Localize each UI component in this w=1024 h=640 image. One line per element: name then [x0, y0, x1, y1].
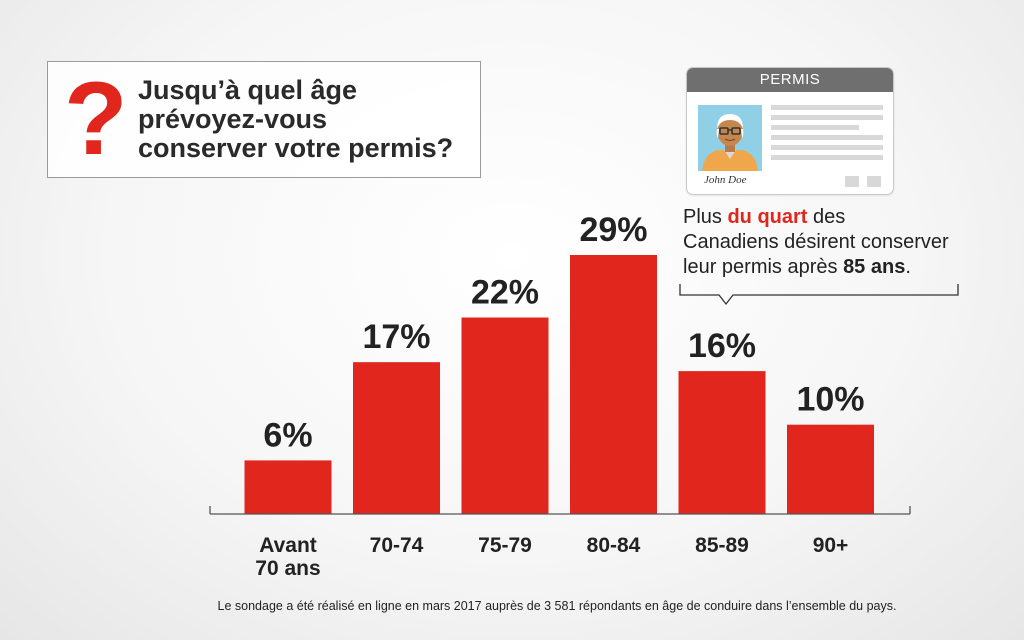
license-card: PERMIS John Doe — [686, 67, 894, 195]
question-mark-icon: ? — [64, 61, 128, 177]
category-label-0: Avant 70 ans — [255, 534, 320, 580]
footnote: Le sondage a été réalisé en ligne en mar… — [217, 599, 897, 613]
license-name: John Doe — [704, 174, 747, 186]
callout-line-2: Canadiens désirent conserver — [683, 231, 949, 253]
category-label-5: 90+ — [813, 534, 849, 557]
question-line-3: conserver votre permis? — [138, 133, 454, 163]
category-label-2: 75-79 — [478, 534, 532, 557]
bar-value-label-5: 10% — [796, 381, 864, 419]
callout-text: Plus du quart des Canadiens désirent con… — [683, 205, 983, 280]
bar-1 — [353, 362, 440, 514]
callout-bold-age: 85 ans — [843, 256, 906, 278]
bar-value-label-3: 29% — [579, 211, 647, 249]
license-box-2 — [867, 176, 881, 187]
callout-bracket — [679, 284, 959, 306]
callout-line-1: Plus du quart des — [683, 206, 846, 228]
question-line-2: prévoyez-vous — [138, 104, 328, 134]
bar-5 — [787, 424, 874, 514]
question-box: ? Jusqu’à quel âge prévoyez-vous conserv… — [47, 61, 481, 178]
bar-2 — [461, 317, 549, 514]
bar-4 — [678, 371, 766, 514]
question-line-1: Jusqu’à quel âge — [138, 75, 358, 105]
bar-value-label-4: 16% — [688, 327, 756, 365]
license-text-lines — [771, 105, 883, 165]
bar-0 — [244, 460, 332, 514]
callout-line-3: leur permis après 85 ans. — [683, 256, 911, 278]
category-label-3: 80-84 — [587, 534, 641, 557]
question-title: Jusqu’à quel âge prévoyez-vous conserver… — [138, 76, 473, 163]
license-box-1 — [845, 176, 859, 187]
category-label-1: 70-74 — [370, 534, 424, 557]
bar-value-label-0: 6% — [263, 416, 312, 454]
license-header: PERMIS — [687, 68, 893, 92]
bar-3 — [570, 255, 657, 514]
bar-value-label-1: 17% — [362, 318, 430, 356]
bar-value-label-2: 22% — [471, 274, 539, 312]
category-label-4: 85-89 — [695, 534, 749, 557]
person-portrait-icon — [698, 105, 762, 171]
callout-highlight: du quart — [727, 206, 808, 228]
